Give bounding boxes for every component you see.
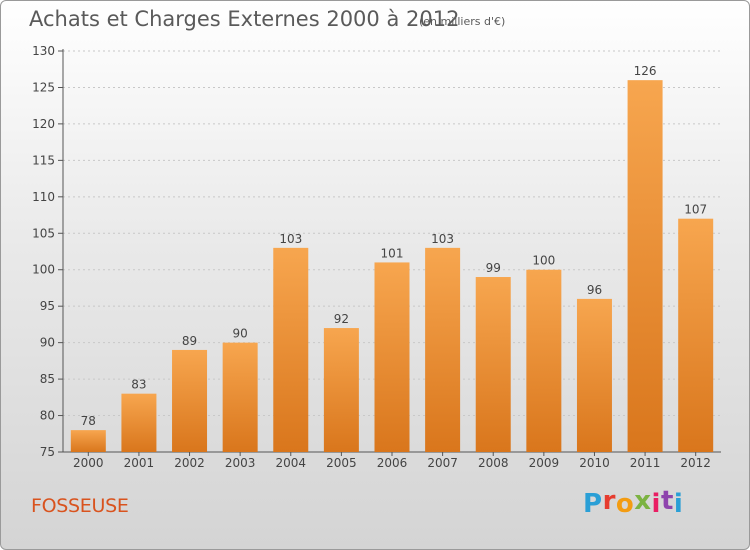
y-tick-label: 80 — [40, 409, 55, 423]
y-tick-label: 115 — [32, 153, 55, 167]
data-label: 103 — [279, 232, 302, 246]
bar — [273, 247, 309, 452]
x-tick-label: 2007 — [427, 456, 458, 470]
data-label: 100 — [532, 254, 555, 268]
data-label: 103 — [431, 232, 454, 246]
logo-letter: r — [602, 486, 616, 516]
x-tick-label: 2003 — [225, 456, 256, 470]
y-tick-label: 100 — [32, 263, 55, 277]
data-label: 90 — [233, 327, 248, 341]
x-tick-label: 2011 — [630, 456, 661, 470]
bar — [70, 430, 106, 452]
data-label: 92 — [334, 312, 349, 326]
y-tick-label: 85 — [40, 372, 55, 386]
y-tick-label: 110 — [32, 190, 55, 204]
bar — [323, 328, 359, 452]
logo-letter: i — [651, 489, 661, 519]
logo-letter: x — [634, 486, 652, 516]
x-tick-label: 2005 — [326, 456, 357, 470]
y-tick-label: 75 — [40, 445, 55, 459]
x-tick-label: 2009 — [529, 456, 560, 470]
y-tick-label: 95 — [40, 299, 55, 313]
logo-letter: o — [615, 489, 635, 519]
data-label: 107 — [684, 203, 707, 217]
location-label: FOSSEUSE — [31, 495, 129, 517]
y-tick-label: 130 — [32, 44, 55, 58]
logo-letter: t — [660, 486, 674, 516]
bar — [475, 277, 511, 452]
data-label: 78 — [81, 414, 96, 428]
bar — [222, 342, 258, 452]
x-tick-label: 2008 — [478, 456, 509, 470]
bar — [678, 218, 714, 452]
bar — [425, 247, 461, 452]
x-tick-label: 2006 — [377, 456, 408, 470]
data-label: 101 — [381, 246, 404, 260]
x-tick-label: 2010 — [579, 456, 610, 470]
logo-letter: i — [673, 489, 684, 519]
x-tick-label: 2012 — [680, 456, 711, 470]
data-label: 126 — [634, 64, 657, 78]
x-tick-label: 2000 — [73, 456, 104, 470]
x-tick-label: 2001 — [124, 456, 155, 470]
bar — [121, 393, 157, 452]
bar — [374, 262, 410, 452]
x-tick-label: 2004 — [275, 456, 306, 470]
x-tick-label: 2002 — [174, 456, 205, 470]
proxiti-logo: Proxiti — [583, 486, 684, 519]
data-label: 96 — [587, 283, 602, 297]
data-label: 99 — [486, 261, 501, 275]
bar — [576, 298, 612, 452]
data-label: 89 — [182, 334, 197, 348]
y-tick-label: 90 — [40, 336, 55, 350]
chart-subtitle: (en milliers d'€) — [419, 15, 506, 28]
bar — [526, 269, 562, 452]
data-label: 83 — [131, 378, 146, 392]
y-tick-label: 125 — [32, 80, 55, 94]
logo-letter: P — [583, 489, 603, 519]
bar — [172, 349, 208, 452]
y-tick-label: 105 — [32, 226, 55, 240]
y-tick-label: 120 — [32, 117, 55, 131]
bar — [627, 80, 663, 452]
chart-title: Achats et Charges Externes 2000 à 2012 — [29, 7, 460, 31]
